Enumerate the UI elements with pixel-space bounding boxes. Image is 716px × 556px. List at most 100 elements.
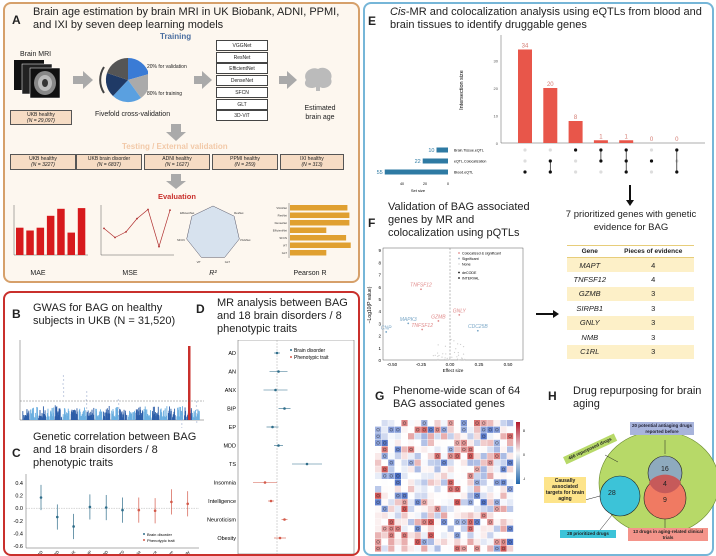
heatmap-cell: [474, 519, 481, 526]
heatmap-cell: [381, 439, 388, 446]
c-ytick: 0.2: [15, 494, 23, 500]
heatmap-cell: [421, 519, 428, 526]
f-point: [385, 331, 388, 333]
manhattan-point: [180, 406, 181, 420]
colorbar-tick: 8: [523, 429, 525, 433]
d-point: [271, 425, 274, 429]
heatmap-cell: [500, 426, 507, 433]
heatmap-cell: [421, 486, 428, 493]
manhattan-point: [103, 416, 105, 420]
manhattan-point: [92, 413, 93, 420]
manhattan-point: [119, 414, 121, 420]
d-point: [277, 444, 280, 447]
manhattan-point: [166, 406, 168, 420]
heatmap-cell: [382, 460, 388, 466]
manhattan-point: [117, 411, 119, 413]
heatmap-cell: [480, 426, 487, 433]
manhattan-point: [63, 387, 65, 389]
heatmap-cell: [487, 545, 494, 552]
mr-forest-plot: AD AN ANX BIP EP MDD TS Insomnia Intelligence Neu…: [207, 340, 355, 554]
heatmap-cell: [421, 446, 428, 453]
manhattan-point: [177, 408, 179, 420]
heatmap-cell: [487, 532, 494, 539]
heatmap-cell: [381, 426, 388, 433]
manhattan-point: [117, 414, 119, 420]
heatmap-cell: [427, 466, 434, 473]
mae-bar: [26, 230, 34, 255]
f-legend: Significant: [462, 257, 479, 261]
heatmap-cell: [375, 433, 382, 440]
heatmap-cell: [381, 446, 388, 453]
manhattan-point: [181, 427, 183, 428]
heatmap-cell: [388, 486, 394, 492]
matrix-dot: [523, 170, 527, 174]
manhattan-point: [99, 409, 101, 420]
manhattan-point: [38, 417, 40, 420]
heatmap-cell: [454, 433, 461, 440]
heatmap-cell: [394, 492, 401, 499]
heatmap-cell: [500, 505, 507, 512]
arrow-down-icon: [171, 174, 181, 181]
heatmap-cell: [500, 453, 507, 460]
manhattan-point: [157, 412, 159, 420]
ukb-train-box: UKB healthy (N = 29,097): [10, 110, 72, 125]
heatmap-cell: [474, 472, 481, 479]
f-point: [457, 343, 459, 345]
manhattan-point: [87, 417, 89, 420]
panel-h-letter: H: [548, 389, 557, 403]
metric-label: Pearson R: [293, 270, 327, 277]
manhattan-point: [141, 414, 143, 420]
colorbar-tick: -8: [523, 477, 525, 481]
manhattan-point: [133, 416, 134, 420]
heatmap-cell: [454, 505, 461, 512]
heatmap-cell: [493, 446, 500, 453]
f-point: [436, 352, 439, 354]
heatmap-cell: [434, 433, 441, 440]
manhattan-point: [196, 421, 198, 423]
heatmap-cell: [441, 479, 448, 486]
heatmap-cell: [507, 532, 513, 538]
heatmap-cell: [421, 545, 428, 552]
manhattan-point: [169, 416, 171, 420]
gene-name: C1RL: [567, 344, 613, 359]
heatmap-cell: [481, 486, 487, 492]
manhattan-point: [133, 411, 135, 420]
heatmap-cell: [401, 472, 408, 479]
heatmap-cell: [375, 446, 381, 452]
heatmap-cell: [414, 426, 421, 433]
manhattan-point: [182, 406, 183, 420]
heatmap-cell: [467, 538, 474, 545]
manhattan-point: [105, 412, 107, 420]
manhattan-point: [96, 415, 98, 420]
f-legend: INTERVAL: [462, 277, 479, 281]
heatmap-cell: [394, 505, 401, 512]
manhattan-point: [195, 409, 197, 420]
model-box: GLT: [216, 98, 268, 110]
manhattan-point: [74, 410, 76, 420]
manhattan-point: [149, 410, 151, 420]
heatmap-cell: [467, 499, 474, 506]
manhattan-point: [176, 416, 178, 420]
manhattan-point: [158, 415, 160, 420]
heatmap-cell: [494, 473, 500, 479]
mae-bar: [67, 232, 75, 255]
heatmap-cell: [480, 538, 487, 545]
d-trait-label: ANX: [225, 388, 237, 394]
heatmap-cell: [493, 525, 500, 532]
training-split: 80% for training: [147, 91, 183, 97]
heatmap-cell: [375, 506, 381, 512]
heatmap-cell: [434, 493, 440, 499]
manhattan-point: [34, 417, 35, 420]
manhattan-point: [51, 411, 53, 420]
heatmap-cell: [408, 473, 414, 479]
col-header-gene: Gene: [567, 245, 613, 258]
heatmap-cell: [408, 420, 414, 426]
heatmap-cell: [507, 439, 514, 446]
heatmap-cell: [394, 512, 401, 519]
f-point: [456, 358, 459, 360]
arrow-icon: [279, 76, 287, 84]
manhattan-point: [93, 414, 95, 420]
e-ytick: 10: [494, 114, 499, 119]
heatmap-cell: [394, 525, 401, 532]
c-point: [88, 505, 92, 509]
